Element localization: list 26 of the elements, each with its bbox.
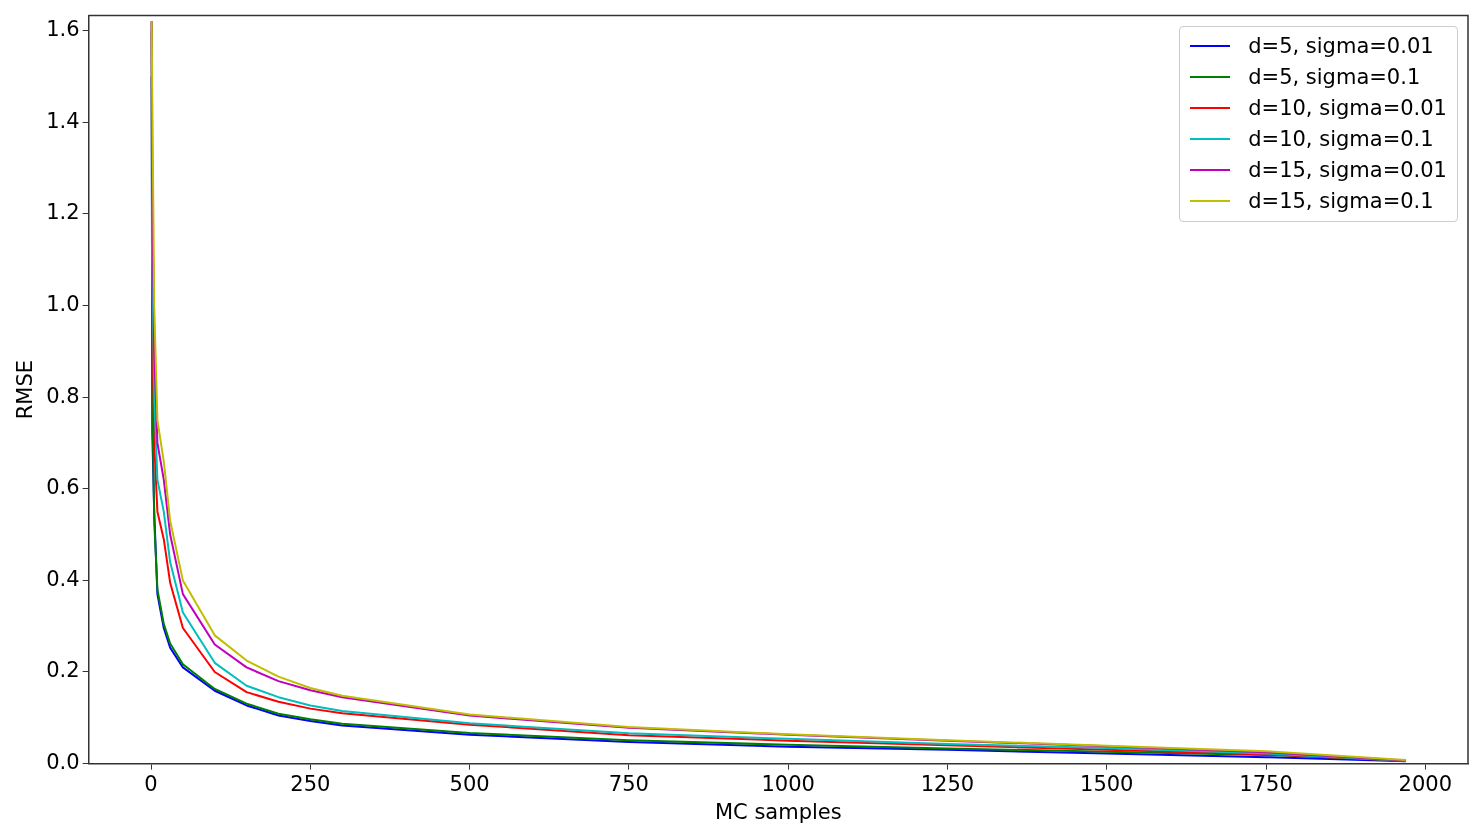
legend-label: d=5, sigma=0.01 (1248, 32, 1434, 60)
y-tick-label: 0.2 (46, 658, 80, 683)
y-tick-label: 1.6 (46, 17, 80, 42)
y-tick-label: 1.0 (46, 292, 80, 316)
y-tick-label: 1.2 (46, 200, 80, 225)
y-tick-label: 0.6 (46, 475, 80, 500)
legend-label: d=15, sigma=0.01 (1248, 156, 1447, 184)
legend-label: d=10, sigma=0.1 (1248, 125, 1434, 153)
y-tick-label: 0.4 (46, 566, 80, 591)
x-tick-label: 250 (290, 771, 331, 796)
legend-label: d=10, sigma=0.01 (1248, 94, 1447, 122)
legend-label: d=15, sigma=0.1 (1248, 187, 1434, 215)
y-axis-title: RMSE (13, 359, 38, 420)
legend-label: d=5, sigma=0.1 (1248, 63, 1421, 91)
y-tick-label: 1.4 (46, 108, 80, 133)
x-tick-label: 500 (449, 771, 490, 796)
x-tick-label: 1000 (761, 771, 815, 796)
x-tick-label: 1750 (1239, 771, 1293, 796)
y-tick-label: 0.8 (46, 383, 80, 408)
x-tick-label: 1500 (1080, 771, 1134, 796)
y-tick-label: 0.0 (46, 750, 80, 775)
x-axis-title: MC samples (714, 799, 842, 824)
x-tick-label: 1250 (920, 771, 975, 796)
x-tick-label: 0 (144, 771, 158, 796)
x-tick-label: 750 (608, 771, 649, 796)
x-tick-label: 2000 (1398, 771, 1453, 796)
